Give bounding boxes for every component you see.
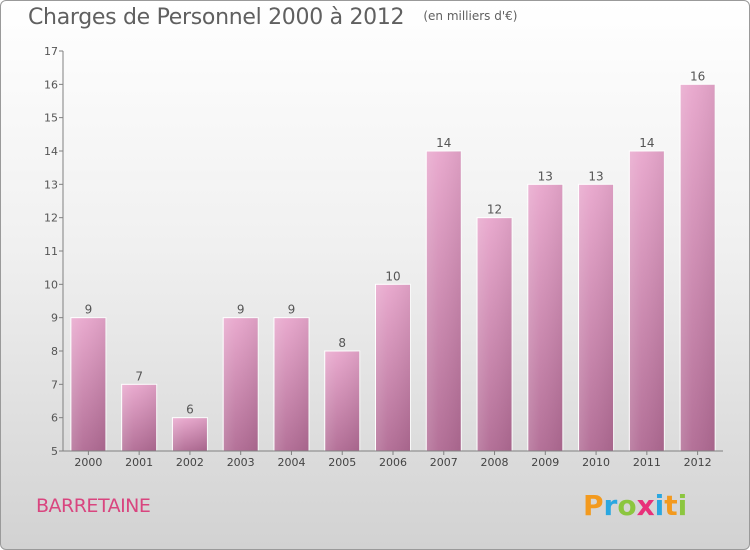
- data-label: 10: [385, 269, 400, 283]
- bar-shade: [70, 317, 106, 451]
- x-tick-label: 2007: [430, 456, 458, 469]
- data-label: 7: [135, 369, 143, 383]
- bar-shade: [324, 351, 360, 451]
- logo-letter: o: [617, 489, 637, 522]
- x-tick-label: 2012: [684, 456, 712, 469]
- bar-shade: [527, 184, 563, 452]
- y-tick-label: 15: [44, 112, 58, 125]
- x-tick-label: 2000: [74, 456, 102, 469]
- data-label: 12: [487, 203, 502, 217]
- logo-letter: t: [664, 489, 678, 522]
- bar-shade: [426, 151, 462, 451]
- x-tick-label: 2011: [633, 456, 661, 469]
- data-label: 14: [639, 136, 654, 150]
- chart-title-main: Charges de Personnel 2000 à 2012: [28, 5, 405, 30]
- bar-shade: [223, 317, 259, 451]
- bar-shade: [121, 384, 157, 451]
- x-tick-label: 2010: [582, 456, 610, 469]
- data-label: 13: [588, 169, 603, 183]
- data-label: 13: [538, 169, 553, 183]
- x-tick-label: 2006: [379, 456, 407, 469]
- commune-name: BARRETAINE: [36, 495, 151, 517]
- data-label: 16: [690, 69, 705, 83]
- bar-shade: [273, 317, 309, 451]
- y-tick-label: 8: [51, 345, 58, 358]
- logo-letter: i: [677, 489, 688, 522]
- bar-shade: [578, 184, 614, 452]
- data-label: 9: [85, 303, 93, 317]
- x-tick-label: 2001: [125, 456, 153, 469]
- y-tick-label: 17: [44, 45, 58, 58]
- data-label: 9: [288, 303, 296, 317]
- x-tick-label: 2002: [176, 456, 204, 469]
- chart-subtitle: (en milliers d'€): [423, 9, 518, 23]
- x-tick-label: 2005: [328, 456, 356, 469]
- bar-shade: [629, 151, 665, 451]
- data-label: 14: [436, 136, 451, 150]
- y-tick-label: 16: [44, 78, 58, 91]
- x-tick-label: 2004: [277, 456, 305, 469]
- y-tick-label: 10: [44, 278, 58, 291]
- logo-letter: r: [603, 489, 618, 522]
- x-tick-label: 2009: [531, 456, 559, 469]
- y-tick-label: 14: [44, 145, 58, 158]
- logo-letter: i: [654, 489, 665, 522]
- bar-shade: [172, 417, 208, 451]
- bar-shade: [680, 84, 716, 451]
- data-label: 6: [186, 403, 194, 417]
- y-tick-label: 11: [44, 245, 58, 258]
- y-tick-label: 6: [51, 412, 58, 425]
- chart-title: Charges de Personnel 2000 à 2012 (en mil…: [28, 5, 517, 30]
- y-tick-label: 5: [51, 445, 58, 458]
- y-tick-label: 9: [51, 312, 58, 325]
- data-label: 9: [237, 303, 245, 317]
- bar-shade: [477, 217, 513, 451]
- y-tick-label: 13: [44, 178, 58, 191]
- y-tick-label: 7: [51, 378, 58, 391]
- logo-letter: x: [636, 489, 655, 522]
- y-tick-label: 12: [44, 212, 58, 225]
- x-tick-label: 2003: [227, 456, 255, 469]
- proxiti-logo: Proxiti: [583, 489, 687, 522]
- bar-shade: [375, 284, 411, 451]
- x-tick-label: 2008: [481, 456, 509, 469]
- logo-letter: P: [583, 489, 604, 522]
- data-label: 8: [338, 336, 346, 350]
